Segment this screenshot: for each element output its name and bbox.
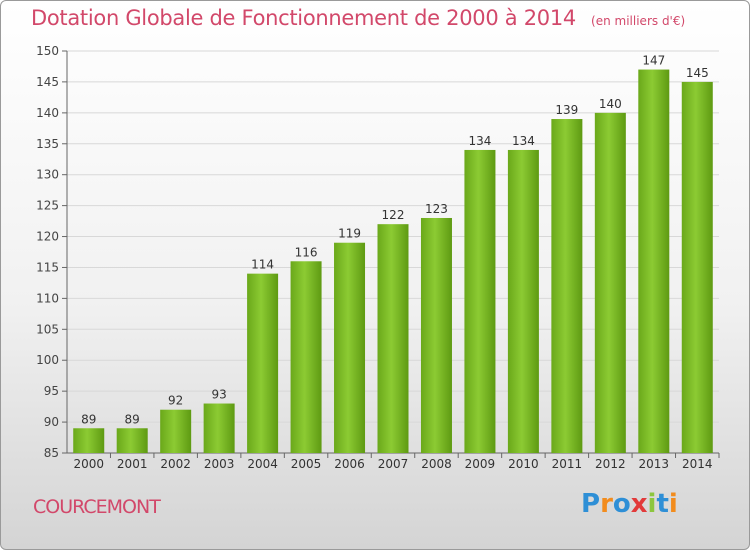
data-label: 140 bbox=[599, 97, 622, 111]
chart-title-row: Dotation Globale de Fonctionnement de 20… bbox=[31, 6, 685, 30]
bar bbox=[290, 261, 322, 453]
y-tick-label: 120 bbox=[36, 230, 59, 244]
x-tick-label: 2000 bbox=[73, 457, 104, 471]
bars bbox=[73, 69, 713, 454]
y-tick-label: 110 bbox=[36, 291, 59, 305]
data-label: 92 bbox=[168, 394, 183, 408]
brand-letter: x bbox=[630, 489, 648, 519]
data-label: 145 bbox=[686, 66, 709, 80]
bar bbox=[551, 119, 583, 454]
x-tick-label: 2005 bbox=[291, 457, 322, 471]
bar bbox=[638, 69, 670, 454]
data-label: 122 bbox=[382, 208, 405, 222]
x-tick-label: 2002 bbox=[160, 457, 191, 471]
y-tick-label: 145 bbox=[36, 75, 59, 89]
y-tick-label: 115 bbox=[36, 260, 59, 274]
y-tick-label: 130 bbox=[36, 168, 59, 182]
x-tick-label: 2008 bbox=[421, 457, 452, 471]
x-tick-label: 2004 bbox=[247, 457, 278, 471]
x-tick-label: 2011 bbox=[552, 457, 583, 471]
bar bbox=[681, 81, 713, 453]
bar bbox=[73, 428, 105, 453]
x-tick-label: 2014 bbox=[682, 457, 713, 471]
brand-letter: t bbox=[656, 489, 669, 519]
bar bbox=[507, 149, 539, 453]
y-tick-label: 150 bbox=[36, 44, 59, 58]
brand-letter: P bbox=[581, 489, 601, 519]
x-tick-label: 2009 bbox=[465, 457, 496, 471]
x-tick-label: 2001 bbox=[117, 457, 148, 471]
chart-title: Dotation Globale de Fonctionnement de 20… bbox=[31, 6, 576, 30]
data-label: 123 bbox=[425, 202, 448, 216]
brand-letter: o bbox=[612, 489, 631, 519]
data-label: 119 bbox=[338, 227, 361, 241]
data-label: 93 bbox=[211, 388, 226, 402]
data-label: 134 bbox=[512, 134, 535, 148]
data-labels: 89 89 92 93 114 116 119 122 123 134 134 139 140 147 14… bbox=[81, 54, 709, 427]
bar bbox=[377, 224, 409, 453]
data-label: 114 bbox=[251, 258, 274, 272]
data-label: 134 bbox=[468, 134, 491, 148]
bar bbox=[464, 149, 496, 453]
y-tick-label: 125 bbox=[36, 199, 59, 213]
bar bbox=[160, 409, 192, 453]
data-label: 89 bbox=[81, 412, 96, 426]
brand-letter: i bbox=[668, 489, 678, 519]
x-tick-label: 2003 bbox=[204, 457, 235, 471]
bar bbox=[203, 403, 235, 453]
data-label: 116 bbox=[295, 245, 318, 259]
brand-logo: Proxiti bbox=[581, 489, 678, 519]
x-tick-label: 2010 bbox=[508, 457, 539, 471]
commune-name: COURCEMONT bbox=[33, 496, 161, 518]
x-tick-label: 2012 bbox=[595, 457, 626, 471]
y-tick-label: 100 bbox=[36, 353, 59, 367]
data-label: 147 bbox=[642, 54, 665, 68]
y-tick-label: 90 bbox=[44, 415, 59, 429]
y-tick-label: 140 bbox=[36, 106, 59, 120]
bar bbox=[420, 217, 452, 453]
chart-subtitle: (en milliers d'€) bbox=[591, 14, 686, 28]
brand-letter: r bbox=[600, 489, 613, 519]
bar bbox=[247, 273, 279, 453]
y-tick-label: 105 bbox=[36, 322, 59, 336]
bar bbox=[334, 242, 366, 453]
brand-letter: i bbox=[647, 489, 657, 519]
x-tick-label: 2013 bbox=[639, 457, 670, 471]
data-label: 89 bbox=[125, 412, 140, 426]
bar bbox=[116, 428, 148, 453]
y-tick-label: 95 bbox=[44, 384, 59, 398]
y-tick-label: 85 bbox=[44, 446, 59, 460]
bar bbox=[594, 112, 626, 453]
data-label: 139 bbox=[555, 103, 578, 117]
x-tick-label: 2007 bbox=[378, 457, 409, 471]
y-tick-label: 135 bbox=[36, 137, 59, 151]
x-tick-label: 2006 bbox=[334, 457, 365, 471]
